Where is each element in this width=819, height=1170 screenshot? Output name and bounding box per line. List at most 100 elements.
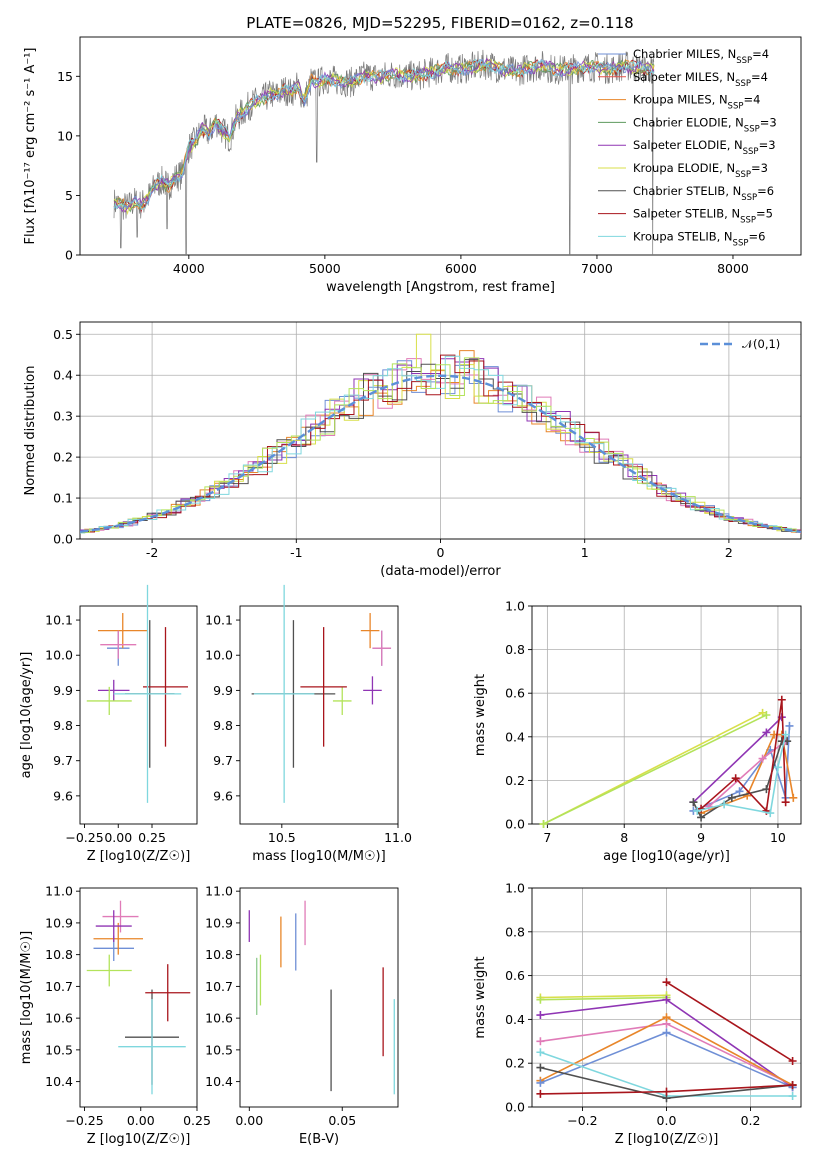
y-tick-label: 9.7 <box>213 753 233 768</box>
y-tick-label: 1.0 <box>505 599 525 614</box>
y-axis-label: Normed distribution <box>23 366 38 496</box>
y-tick-label: 0.4 <box>53 368 73 383</box>
weight-vs-Z-marker <box>536 1089 545 1098</box>
y-tick-label: 9.6 <box>53 788 73 803</box>
legend-entry: Chabrier ELODIE, NSSP=3 <box>633 115 777 134</box>
weight-vs-age-marker <box>766 809 775 818</box>
y-tick-label: 0.3 <box>53 409 73 424</box>
y-tick-label: 0.4 <box>505 729 525 744</box>
y-tick-label: 10.7 <box>205 979 233 994</box>
weight-vs-age-marker <box>789 793 798 802</box>
x-tick-label: 7000 <box>581 261 613 276</box>
y-tick-label: 15 <box>57 69 73 84</box>
y-tick-label: 10 <box>57 128 73 143</box>
figure-title: PLATE=0826, MJD=52295, FIBERID=0162, z=0… <box>246 14 633 32</box>
weight-vs-age-marker <box>781 730 790 739</box>
y-tick-label: 10.4 <box>45 1074 73 1089</box>
model-spectrum <box>113 58 655 211</box>
x-tick-label: 0.0 <box>657 1113 677 1128</box>
weight-vs-Z-series <box>666 981 794 1062</box>
x-tick-label: 0 <box>437 545 445 560</box>
x-tick-label: 7 <box>543 830 551 845</box>
y-tick-label: 10.7 <box>45 979 73 994</box>
y-tick-label: 1.0 <box>505 881 525 896</box>
y-tick-label: 10.9 <box>205 915 233 930</box>
legend-normal: 𝒩(0,1) <box>742 337 780 351</box>
axes-frame <box>79 605 198 825</box>
x-tick-label: 0.2 <box>741 1113 761 1128</box>
histogram-group <box>80 333 801 534</box>
y-tick-label: 0.2 <box>53 450 73 465</box>
y-axis-label: mass [log10(M/M☉)] <box>19 931 34 1064</box>
x-tick-label: 11.0 <box>384 830 412 845</box>
y-tick-label: 10.9 <box>45 915 73 930</box>
y-tick-label: 0.2 <box>505 773 525 788</box>
weight-vs-age-marker <box>731 774 740 783</box>
axes-frame <box>239 887 399 1108</box>
y-tick-label: 0.6 <box>505 686 525 701</box>
model-spectrum <box>113 59 655 213</box>
y-tick-label: 5 <box>65 188 73 203</box>
y-tick-label: 0 <box>65 248 73 263</box>
legend-entry: Salpeter ELODIE, NSSP=3 <box>633 138 776 157</box>
x-tick-label: −0.25 <box>65 830 103 845</box>
weight-vs-Z-marker <box>536 1037 545 1046</box>
weight-vs-age-marker <box>689 798 698 807</box>
weight-vs-Z-marker <box>662 995 671 1004</box>
y-tick-label: 9.7 <box>53 753 73 768</box>
y-tick-label: 0.8 <box>505 924 525 939</box>
axes-frame <box>239 605 399 825</box>
x-tick-label: 6000 <box>445 261 477 276</box>
legend-entry: Chabrier STELIB, NSSP=6 <box>633 184 774 203</box>
legend-entry: Salpeter STELIB, NSSP=5 <box>633 207 773 226</box>
x-tick-label: 1 <box>581 545 589 560</box>
residual-histogram <box>80 359 801 533</box>
x-axis-label: (data-model)/error <box>380 564 501 579</box>
y-tick-label: 10.5 <box>205 1042 233 1057</box>
observed-spectrum <box>113 49 655 255</box>
weight-vs-age-marker <box>743 791 752 800</box>
x-tick-label: −0.25 <box>65 1113 103 1128</box>
x-tick-label: -1 <box>290 545 302 560</box>
axes-frame <box>79 887 198 1108</box>
y-tick-label: 11.0 <box>45 884 73 899</box>
weight-vs-age-marker <box>704 802 713 811</box>
weight-vs-age-marker <box>720 800 729 809</box>
y-tick-label: 0.0 <box>505 1100 525 1115</box>
y-tick-label: 0.0 <box>505 817 525 832</box>
weight-vs-Z-marker <box>536 1078 545 1087</box>
axes-frame <box>79 36 802 256</box>
y-tick-label: 10.0 <box>45 648 73 663</box>
x-axis-label: E(B-V) <box>299 1132 339 1147</box>
x-tick-label: 8000 <box>717 261 749 276</box>
weight-vs-Z-marker <box>788 1092 797 1101</box>
y-tick-label: 10.6 <box>205 1011 233 1026</box>
y-tick-label: 10.1 <box>45 613 73 628</box>
x-tick-label: -2 <box>146 545 158 560</box>
y-tick-label: 9.9 <box>53 683 73 698</box>
weight-vs-age-marker <box>785 721 794 730</box>
y-tick-label: 9.8 <box>213 718 233 733</box>
weight-vs-age-marker <box>693 806 702 815</box>
y-tick-label: 10.0 <box>205 648 233 663</box>
weight-vs-Z-marker <box>662 1028 671 1037</box>
y-tick-label: 10.8 <box>45 947 73 962</box>
weight-vs-age-marker <box>762 728 771 737</box>
y-tick-label: 9.6 <box>213 788 233 803</box>
x-tick-label: 0.00 <box>104 830 132 845</box>
y-tick-label: 10.6 <box>45 1011 73 1026</box>
y-axis-label: mass weight <box>473 956 488 1038</box>
y-tick-label: 11.0 <box>205 884 233 899</box>
y-axis-label: age [log10(age/yr)] <box>19 652 34 779</box>
x-axis-label: age [log10(age/yr)] <box>603 849 730 864</box>
weight-vs-age-marker <box>758 754 767 763</box>
y-tick-label: 9.8 <box>53 718 73 733</box>
x-axis-label: Z [log10(Z/Z☉)] <box>87 849 191 864</box>
y-tick-label: 0.2 <box>505 1056 525 1071</box>
x-axis-label: wavelength [Angstrom, rest frame] <box>326 280 555 295</box>
weight-vs-age-marker <box>781 798 790 807</box>
x-tick-label: −0.2 <box>567 1113 597 1128</box>
y-tick-label: 0.8 <box>505 642 525 657</box>
weight-vs-Z-series <box>540 994 667 999</box>
